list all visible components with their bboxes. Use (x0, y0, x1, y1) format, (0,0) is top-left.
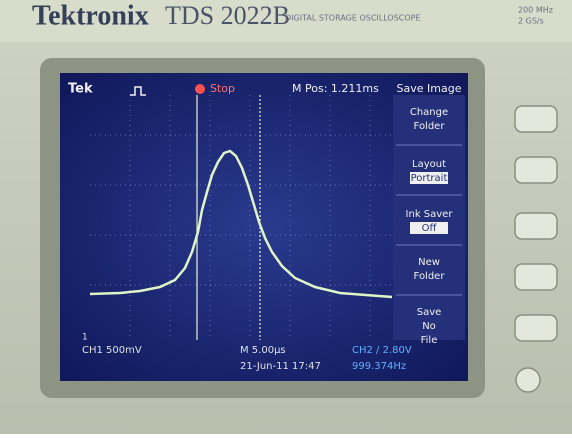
timebase: M 5.00µs (240, 345, 286, 356)
run-state: Stop (210, 82, 235, 95)
stop-dot (195, 84, 205, 94)
date: 21-Jun-11 17:47 (240, 361, 321, 372)
menu-button[interactable] (515, 213, 557, 239)
model: TDS 2022B (165, 1, 290, 30)
subtitle: DIGITAL STORAGE OSCILLOSCOPE (285, 14, 421, 23)
oscilloscope-photo: Tektronix TDS 2022B DIGITAL STORAGE OSCI… (0, 0, 572, 434)
position: M Pos: 1.211ms (292, 82, 379, 95)
menu-button[interactable] (515, 264, 557, 290)
menu-label: Layout (412, 159, 446, 170)
menu-button[interactable] (515, 106, 557, 132)
frequency: 999.374Hz (352, 361, 406, 372)
brand: Tektronix (32, 0, 149, 31)
marker: 1 (82, 333, 88, 343)
channel1: CH1 500mV (82, 345, 142, 356)
menu-option: Off (422, 223, 438, 234)
round-button[interactable] (516, 368, 540, 392)
trigger: CH2 ∕ 2.80V (352, 345, 412, 356)
spec: 2 GS/s (518, 17, 544, 26)
menu-button[interactable] (515, 315, 557, 341)
menu-label: Ink Saver (406, 209, 454, 220)
logo: Tek (68, 82, 93, 97)
menu-title: Save Image (397, 82, 462, 95)
menu-button[interactable] (515, 157, 557, 183)
spec: 200 MHz (518, 6, 553, 15)
menu-option: Portrait (411, 173, 448, 184)
